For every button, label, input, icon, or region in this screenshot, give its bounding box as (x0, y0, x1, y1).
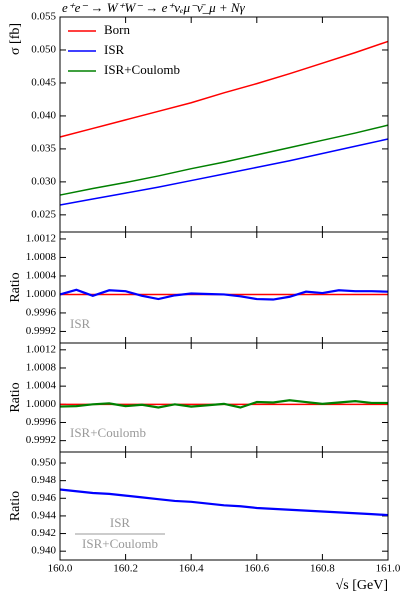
y-axis-label: σ [fb] (8, 23, 23, 55)
panel-label: ISR+Coulomb (70, 425, 146, 440)
x-axis-label: √s [GeV] (336, 578, 388, 593)
x-tick-label: 160.6 (244, 563, 269, 575)
chart-title: e⁺e⁻ → W⁺W⁻ → e⁺νₑμ⁻ν̄_μ + Nγ (62, 0, 246, 15)
y-tick-label: 1.0012 (26, 343, 56, 355)
y-tick-label: 0.942 (31, 527, 56, 539)
y-axis-label: Ratio (8, 272, 23, 302)
y-tick-label: 1.0012 (26, 232, 56, 244)
x-tick-label: 160.0 (48, 563, 73, 575)
y-tick-label: 0.035 (31, 142, 56, 154)
y-tick-label: 0.045 (31, 76, 56, 88)
y-tick-label: 1.0008 (26, 362, 57, 374)
y-tick-label: 1.0004 (26, 269, 57, 281)
panel-label-numerator: ISR (110, 515, 131, 530)
y-tick-label: 0.9992 (26, 434, 56, 446)
axes-frame (59, 451, 389, 561)
x-tick-label: 161.0 (376, 563, 401, 575)
y-tick-label: 1.0008 (26, 251, 57, 263)
y-axis-label: Ratio (8, 491, 23, 521)
legend-label: Born (104, 22, 131, 37)
legend-label: ISR (104, 42, 125, 57)
y-tick-label: 0.946 (31, 492, 56, 504)
x-tick-label: 160.4 (179, 563, 204, 575)
y-tick-label: 0.055 (31, 11, 56, 23)
y-tick-label: 0.050 (31, 44, 56, 56)
y-tick-label: 0.030 (31, 175, 56, 187)
y-tick-label: 0.940 (31, 545, 56, 557)
series-line (59, 124, 389, 196)
x-tick-label: 160.2 (113, 563, 138, 575)
panel-label-denominator: ISR+Coulomb (82, 536, 158, 551)
legend-label: ISR+Coulomb (104, 62, 180, 77)
y-tick-label: 1.0004 (26, 380, 57, 392)
series-line (59, 138, 389, 206)
y-tick-label: 0.948 (31, 474, 56, 486)
y-axis-label: Ratio (8, 382, 23, 412)
y-tick-label: 0.944 (31, 509, 56, 521)
series-line (59, 40, 389, 138)
y-tick-label: 0.9996 (26, 416, 57, 428)
x-tick-label: 160.8 (310, 563, 335, 575)
y-tick-label: 0.9992 (26, 325, 56, 337)
y-tick-label: 0.9996 (26, 306, 57, 318)
y-tick-label: 0.950 (31, 457, 56, 469)
series-line (59, 399, 388, 409)
panel-label: ISR (70, 316, 91, 331)
series-line (59, 288, 389, 301)
y-tick-label: 1.0000 (26, 288, 57, 300)
y-tick-label: 0.040 (31, 109, 56, 121)
series-line (59, 488, 389, 517)
y-tick-label: 1.0000 (26, 398, 57, 410)
y-tick-label: 0.025 (31, 208, 56, 220)
axes-frame (59, 231, 389, 344)
